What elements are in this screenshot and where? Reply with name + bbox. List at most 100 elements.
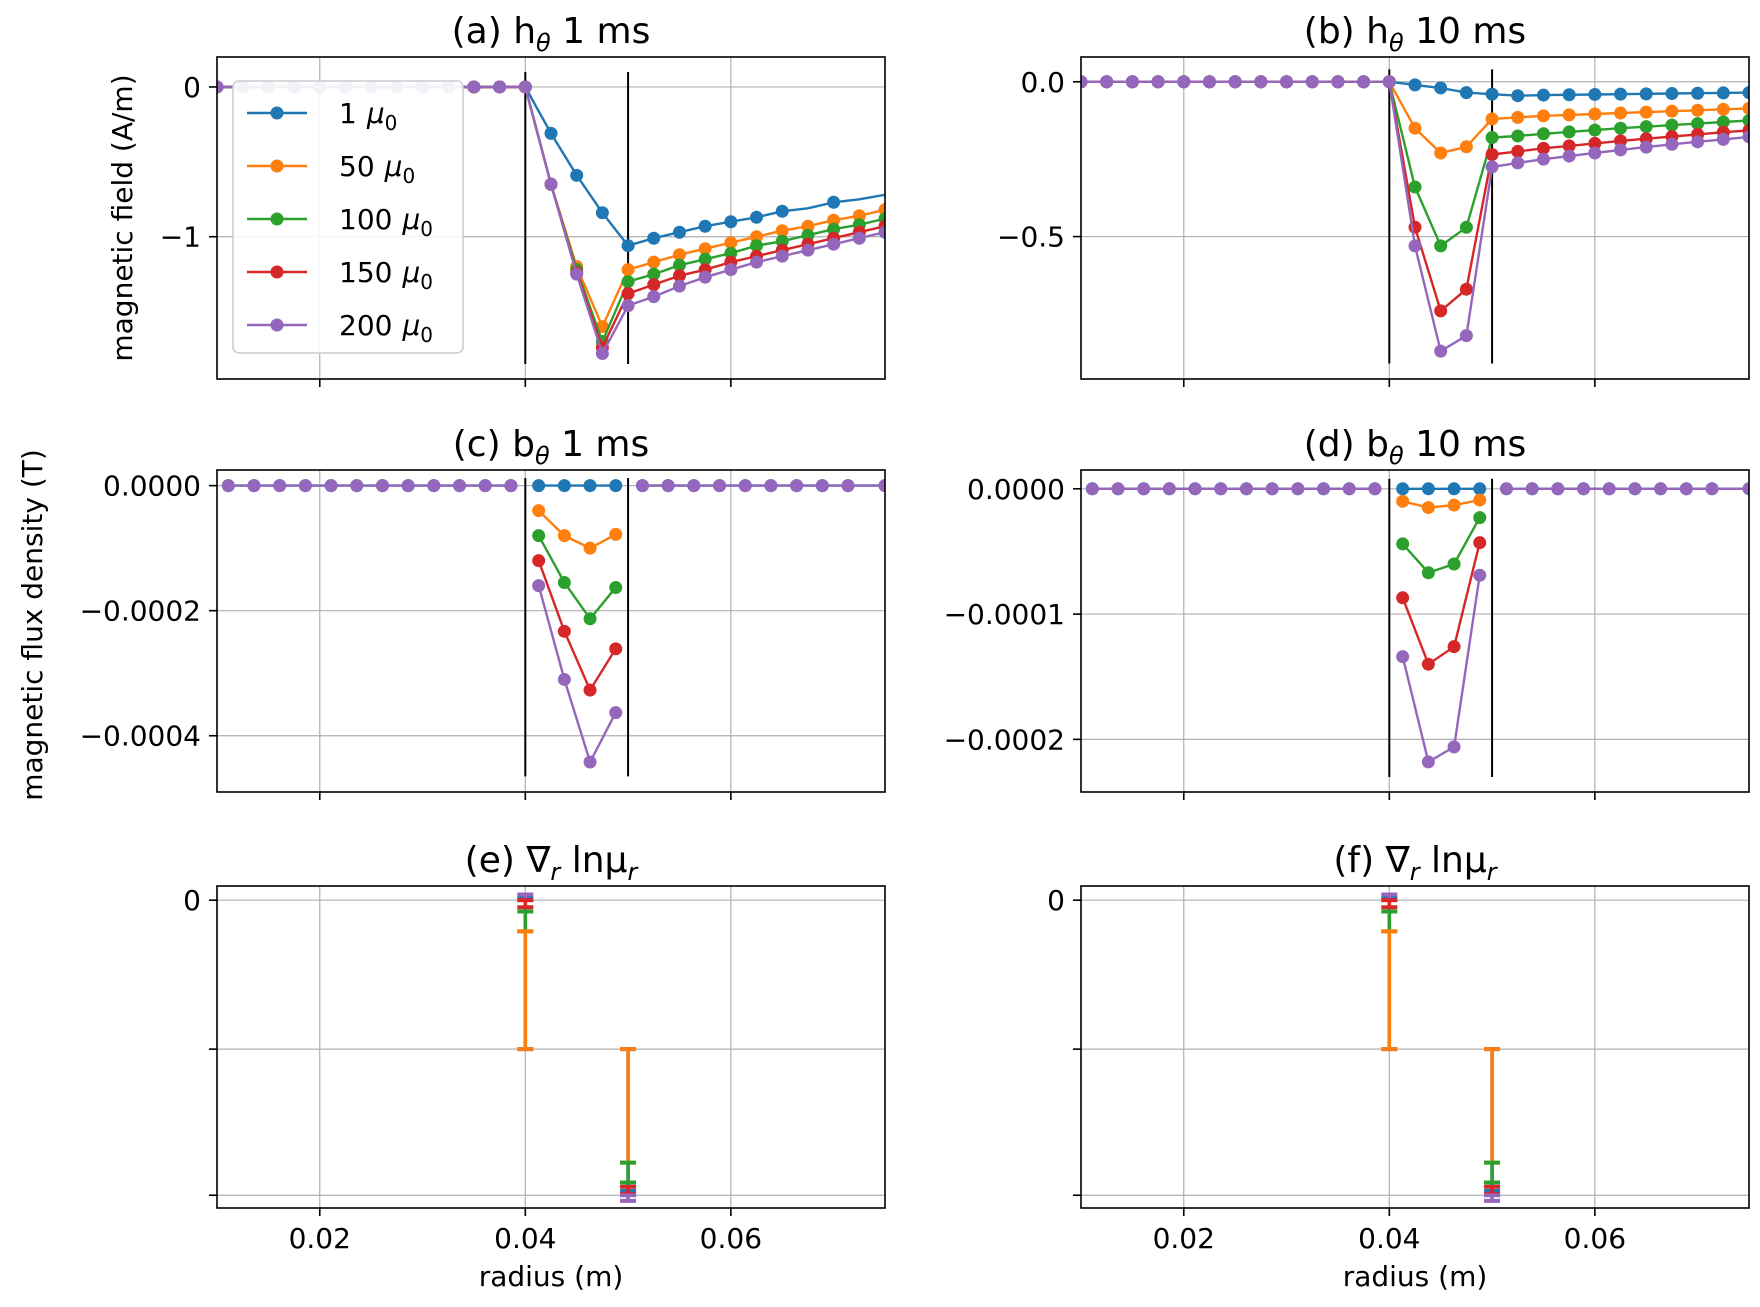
panel-title-a: (a) hθ 1 ms [452, 11, 651, 57]
point-b-0-23 [1665, 87, 1679, 101]
point-a-1-16 [621, 263, 635, 277]
point-a-4-14 [570, 267, 584, 281]
point-b-4-15 [1459, 329, 1473, 343]
point-a-1-20 [724, 236, 738, 250]
point-b-4-3 [1151, 75, 1165, 89]
point-a-0-19 [698, 219, 712, 233]
point-c-6-2 [583, 755, 597, 769]
point-a-4-20 [724, 263, 738, 277]
point-a-0-16 [621, 239, 635, 253]
panel-c: 0.0000 −0.0002 −0.0004 (c) bθ 1 ms [80, 424, 886, 800]
series-line-d-6 [1401, 575, 1481, 764]
point-a-1-18 [672, 248, 686, 262]
yticklabel-d-0: 0.0000 [967, 473, 1065, 506]
point-b-0-20 [1588, 87, 1602, 101]
legend-label-1: 50 μ0 [339, 150, 415, 188]
xticklabel-e-2: 0.06 [700, 1222, 762, 1255]
point-a-4-24 [827, 237, 841, 251]
point-c-5-2 [583, 683, 597, 697]
point-d-7-5 [1214, 482, 1228, 496]
point-b-4-13 [1408, 239, 1422, 253]
point-b-2-18 [1536, 127, 1550, 141]
panel-title-c: (c) bθ 1 ms [453, 424, 650, 470]
point-b-3-20 [1588, 136, 1602, 150]
point-b-2-21 [1614, 121, 1628, 135]
point-c-8-4 [738, 479, 752, 493]
xticklabel-f-0: 0.02 [1153, 1222, 1215, 1255]
point-a-4-18 [672, 279, 686, 293]
yticklabel-b-0: 0.0 [1020, 66, 1065, 99]
point-a-4-23 [801, 243, 815, 257]
point-c-7-1 [247, 479, 261, 493]
point-b-4-24 [1691, 135, 1705, 149]
point-b-2-25 [1716, 115, 1730, 129]
point-a-4-13 [544, 177, 558, 191]
series-line-c-6 [537, 585, 617, 766]
point-b-4-2 [1125, 75, 1139, 89]
series-line-d-5 [1401, 542, 1481, 667]
point-a-0-13 [544, 126, 558, 140]
point-c-8-7 [815, 479, 829, 493]
point-a-3-16 [621, 287, 635, 301]
point-d-8-4 [1602, 482, 1616, 496]
point-c-8-8 [841, 479, 855, 493]
point-a-4-25 [852, 231, 866, 245]
point-b-4-19 [1562, 149, 1576, 163]
point-b-2-23 [1665, 118, 1679, 132]
point-b-2-14 [1434, 239, 1448, 253]
point-b-3-16 [1485, 148, 1499, 162]
legend-marker-4 [270, 318, 284, 332]
legend-marker-3 [270, 265, 284, 279]
point-d-8-3 [1577, 482, 1591, 496]
plot-area-c [221, 478, 885, 777]
point-d-5-1 [1421, 657, 1435, 671]
yticklabel-c-1: −0.0002 [80, 595, 201, 628]
point-c-6-1 [557, 672, 571, 686]
yticklabel-f-0: 0 [1047, 884, 1065, 917]
point-c-4-3 [609, 581, 623, 595]
point-b-4-18 [1536, 152, 1550, 166]
point-b-1-18 [1536, 109, 1550, 123]
point-d-4-0 [1396, 537, 1410, 551]
axes-frame-b [1080, 56, 1750, 380]
panel-title-e: (e) ∇r lnμr [465, 840, 640, 886]
point-c-7-6 [375, 479, 389, 493]
point-b-4-5 [1202, 75, 1216, 89]
panel-f: 0.02 0.04 0.06 0 (f) ∇r lnμr radius (m) [1047, 840, 1750, 1293]
point-b-4-8 [1280, 75, 1294, 89]
point-b-1-19 [1562, 108, 1576, 122]
point-d-8-0 [1499, 482, 1513, 496]
point-b-1-24 [1691, 103, 1705, 117]
shared-ylabel: magnetic flux density (T) [16, 449, 49, 801]
point-b-0-26 [1742, 86, 1749, 100]
panel-title-d: (d) bθ 10 ms [1304, 424, 1526, 470]
point-a-0-18 [672, 225, 686, 239]
legend-marker-2 [270, 212, 284, 226]
point-c-7-9 [453, 479, 467, 493]
point-d-3-3 [1473, 493, 1487, 507]
point-b-4-7 [1254, 75, 1268, 89]
axes-frame-f [1080, 885, 1750, 1209]
point-c-8-1 [661, 479, 675, 493]
yticklabel-a-1: −1 [160, 221, 201, 254]
panel-e: 0.02 0.04 0.06 0 (e) ∇r lnμr radius (m) [183, 840, 886, 1293]
point-b-4-20 [1588, 146, 1602, 160]
point-d-6-2 [1447, 740, 1461, 754]
series-line-c-4 [537, 535, 617, 621]
point-c-8-0 [635, 479, 649, 493]
point-a-1-22 [775, 224, 789, 238]
point-a-4-17 [647, 290, 661, 304]
point-c-1-2 [583, 479, 597, 493]
point-b-3-18 [1536, 141, 1550, 155]
yticklabel-e-0: 0 [183, 884, 201, 917]
point-b-4-17 [1511, 156, 1525, 170]
point-c-8-3 [713, 479, 727, 493]
point-a-1-19 [698, 242, 712, 256]
xlabel-e: radius (m) [479, 1260, 624, 1293]
panel-a: 0 −1 (a) hθ 1 ms magnetic field (A/m) 1 μ0 50 μ… [106, 11, 886, 387]
point-a-4-11 [493, 80, 507, 94]
point-a-4-0 [217, 80, 224, 94]
legend-marker-0 [270, 106, 284, 120]
point-b-0-19 [1562, 88, 1576, 102]
point-d-7-11 [1368, 482, 1382, 496]
